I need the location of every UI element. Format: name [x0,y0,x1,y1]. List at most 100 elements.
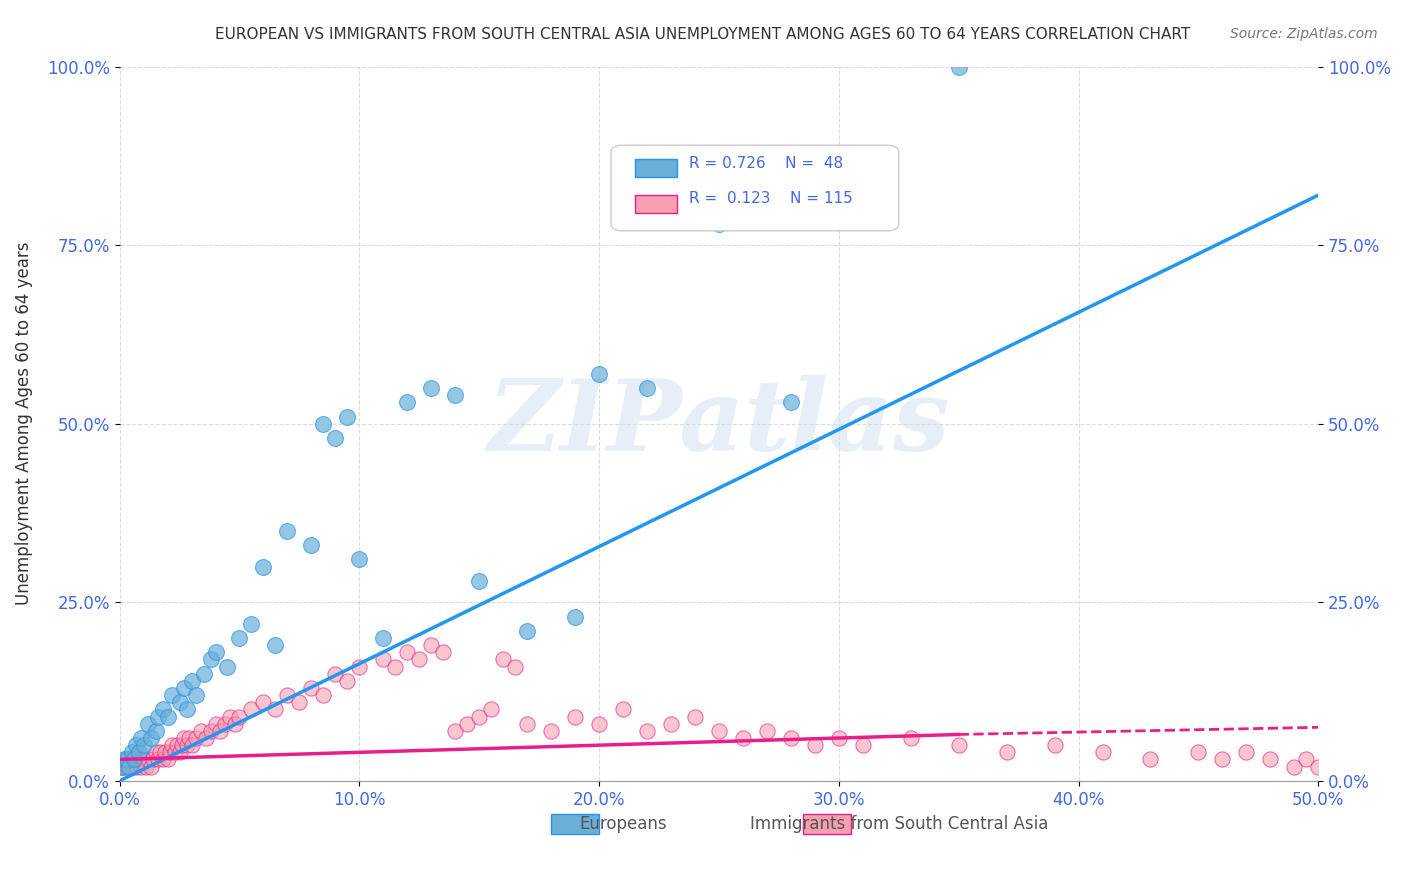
Y-axis label: Unemployment Among Ages 60 to 64 years: Unemployment Among Ages 60 to 64 years [15,242,32,606]
Immigrants from South Central Asia [111,759,134,773]
Immigrants from South Central Asia [312,688,335,702]
Immigrants from South Central Asia [132,752,155,766]
Europeans [588,367,610,381]
Immigrants from South Central Asia [408,652,430,666]
Immigrants from South Central Asia [1043,738,1066,752]
Immigrants from South Central Asia [190,723,212,738]
Immigrants from South Central Asia [128,752,150,766]
Immigrants from South Central Asia [492,652,515,666]
Europeans [228,631,250,645]
Europeans [173,681,195,695]
Immigrants from South Central Asia [170,738,193,752]
Immigrants from South Central Asia [122,752,145,766]
Immigrants from South Central Asia [503,659,526,673]
Europeans [707,217,730,231]
Immigrants from South Central Asia [159,745,181,759]
Immigrants from South Central Asia [135,759,157,773]
Europeans [186,688,208,702]
Immigrants from South Central Asia [115,759,138,773]
Europeans [152,702,174,716]
Immigrants from South Central Asia [121,759,143,773]
Europeans [325,431,347,445]
Immigrants from South Central Asia [209,723,232,738]
Immigrants from South Central Asia [219,709,242,723]
Europeans [145,723,167,738]
Immigrants from South Central Asia [325,666,347,681]
Immigrants from South Central Asia [1211,752,1233,766]
Immigrants from South Central Asia [224,716,246,731]
Immigrants from South Central Asia [564,709,586,723]
Immigrants from South Central Asia [1308,759,1330,773]
Immigrants from South Central Asia [153,745,176,759]
Europeans [129,731,152,745]
Immigrants from South Central Asia [152,752,174,766]
Europeans [128,745,150,759]
Europeans [121,745,143,759]
Immigrants from South Central Asia [479,702,502,716]
Immigrants from South Central Asia [373,652,395,666]
Bar [551,814,599,834]
Immigrants from South Central Asia [264,702,287,716]
Europeans [112,752,135,766]
Immigrants from South Central Asia [336,673,359,688]
Immigrants from South Central Asia [588,716,610,731]
Immigrants from South Central Asia [180,738,202,752]
Text: Immigrants from South Central Asia: Immigrants from South Central Asia [749,814,1047,833]
Europeans [264,638,287,652]
Text: ZIPatlas: ZIPatlas [488,376,950,472]
Immigrants from South Central Asia [1295,752,1317,766]
Immigrants from South Central Asia [852,738,875,752]
Immigrants from South Central Asia [200,723,222,738]
Immigrants from South Central Asia [166,738,188,752]
Immigrants from South Central Asia [349,659,371,673]
Immigrants from South Central Asia [900,731,922,745]
Immigrants from South Central Asia [707,723,730,738]
Immigrants from South Central Asia [194,731,217,745]
Immigrants from South Central Asia [468,709,491,723]
Europeans [299,538,322,552]
Immigrants from South Central Asia [186,731,208,745]
Immigrants from South Central Asia [636,723,658,738]
Immigrants from South Central Asia [516,716,538,731]
Immigrants from South Central Asia [288,695,311,709]
Europeans [252,559,274,574]
Europeans [176,702,198,716]
Europeans [162,688,184,702]
Immigrants from South Central Asia [138,752,160,766]
Immigrants from South Central Asia [659,716,682,731]
Immigrants from South Central Asia [162,738,184,752]
Immigrants from South Central Asia [731,731,754,745]
Text: R = 0.726    N =  48: R = 0.726 N = 48 [689,155,844,170]
Europeans [115,752,138,766]
Immigrants from South Central Asia [1260,752,1282,766]
Immigrants from South Central Asia [146,752,169,766]
Europeans [204,645,226,659]
Immigrants from South Central Asia [540,723,562,738]
Immigrants from South Central Asia [179,731,201,745]
Europeans [373,631,395,645]
Immigrants from South Central Asia [384,659,406,673]
Immigrants from South Central Asia [1284,759,1306,773]
Immigrants from South Central Asia [396,645,419,659]
Immigrants from South Central Asia [139,759,162,773]
Immigrants from South Central Asia [779,731,801,745]
Europeans [169,695,191,709]
Immigrants from South Central Asia [163,745,186,759]
Immigrants from South Central Asia [299,681,322,695]
Europeans [948,60,970,74]
Immigrants from South Central Asia [1187,745,1209,759]
Immigrants from South Central Asia [456,716,478,731]
Immigrants from South Central Asia [176,738,198,752]
Europeans [312,417,335,431]
Europeans [468,574,491,588]
Europeans [111,759,134,773]
Immigrants from South Central Asia [432,645,454,659]
Europeans [180,673,202,688]
Immigrants from South Central Asia [1091,745,1114,759]
Immigrants from South Central Asia [804,738,827,752]
Europeans [420,381,443,395]
Europeans [118,759,141,773]
FancyBboxPatch shape [612,145,898,231]
Immigrants from South Central Asia [828,731,851,745]
Europeans [125,738,148,752]
